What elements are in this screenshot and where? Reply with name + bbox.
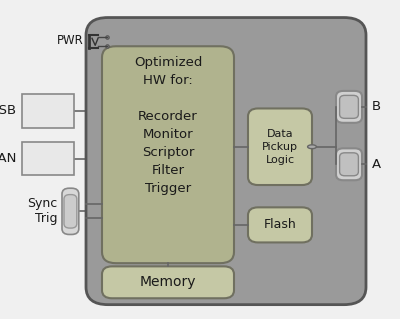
- FancyBboxPatch shape: [86, 18, 366, 305]
- Text: Optimized
HW for:

Recorder
Monitor
Scriptor
Filter
Trigger: Optimized HW for: Recorder Monitor Scrip…: [134, 56, 202, 195]
- FancyBboxPatch shape: [62, 188, 79, 234]
- Text: B: B: [372, 100, 381, 113]
- Text: LAN: LAN: [0, 152, 17, 165]
- FancyBboxPatch shape: [64, 195, 77, 228]
- FancyBboxPatch shape: [248, 108, 312, 185]
- FancyBboxPatch shape: [102, 266, 234, 298]
- FancyBboxPatch shape: [102, 46, 234, 263]
- Text: A: A: [372, 158, 381, 171]
- Text: Data
Pickup
Logic: Data Pickup Logic: [262, 129, 298, 165]
- Text: USB: USB: [0, 104, 17, 117]
- Ellipse shape: [308, 145, 316, 149]
- Bar: [22, 94, 74, 128]
- Text: Flash: Flash: [264, 219, 296, 231]
- FancyBboxPatch shape: [336, 91, 362, 123]
- Text: PWR: PWR: [57, 34, 84, 47]
- FancyBboxPatch shape: [248, 207, 312, 242]
- Text: Sync
Trig: Sync Trig: [27, 197, 57, 225]
- FancyBboxPatch shape: [340, 95, 358, 118]
- Bar: [22, 142, 74, 175]
- Text: Memory: Memory: [140, 275, 196, 289]
- FancyBboxPatch shape: [336, 148, 362, 180]
- FancyBboxPatch shape: [340, 153, 358, 176]
